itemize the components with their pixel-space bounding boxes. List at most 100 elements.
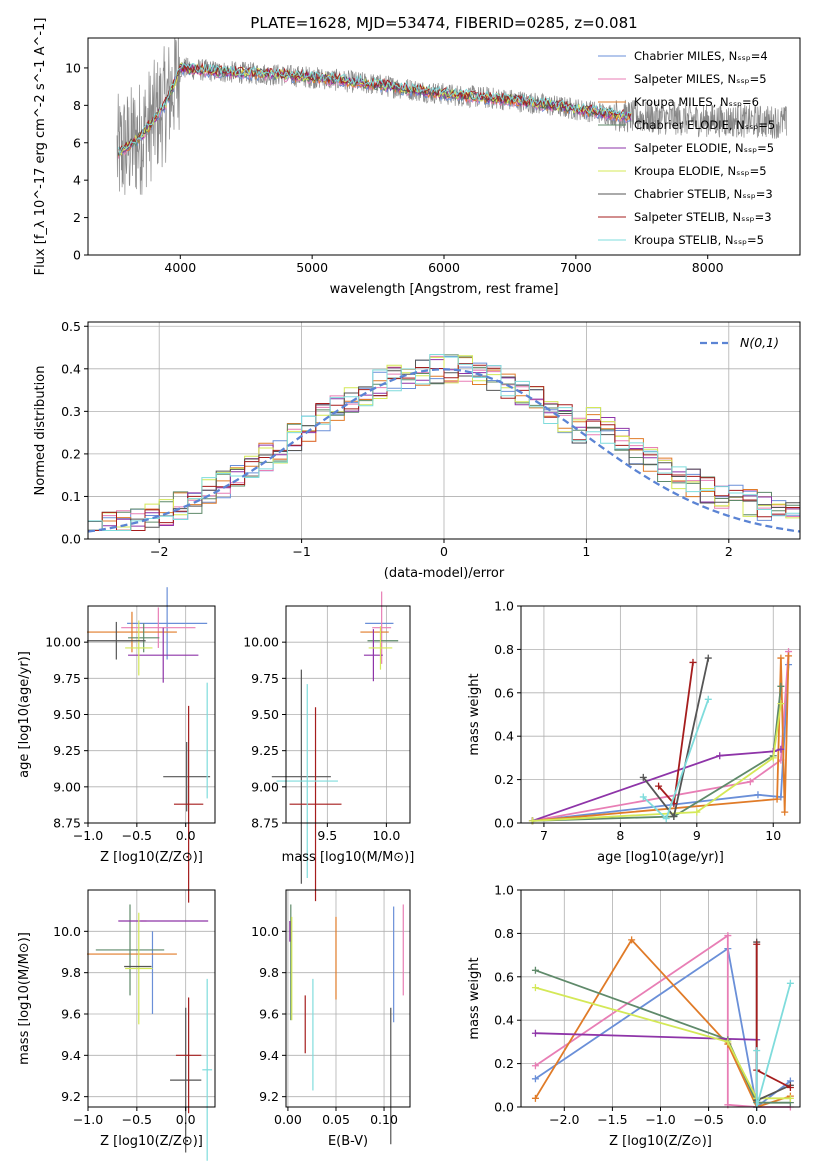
x-tick-label: 9 <box>693 828 701 843</box>
x-tick-label: 0.10 <box>370 1112 398 1127</box>
x-axis-label: E(B-V) <box>328 1134 368 1149</box>
x-tick-label: −1.0 <box>645 1112 675 1127</box>
x-tick-label: −2.0 <box>549 1112 579 1127</box>
x-tick-label: 0 <box>440 544 448 559</box>
y-tick-label: 9.2 <box>259 1089 279 1104</box>
x-tick-label: −0.5 <box>122 828 152 843</box>
x-tick-label: 8 <box>616 828 624 843</box>
y-tick-label: 0.3 <box>61 404 81 419</box>
weight-marker <box>781 808 789 816</box>
weight-line <box>532 651 790 822</box>
x-tick-label: −1.0 <box>73 828 103 843</box>
weight-marker <box>777 654 785 662</box>
gaussian-curve <box>87 368 801 533</box>
weight-marker <box>693 808 701 816</box>
weight-marker <box>531 1094 539 1102</box>
y-tick-label: 0.4 <box>494 729 514 744</box>
y-tick-label: 0.4 <box>494 1013 514 1028</box>
legend-entry: Salpeter STELIB, Nₛₛₚ=3 <box>634 210 772 224</box>
weight_vs_Z-frame: −2.0 −1.5 −1.0 −0.5 0.0 0.0 0.2 0.4 0.6 0.8 1.0 Z [… <box>467 883 801 1149</box>
y-tick-label: 0.6 <box>494 685 514 700</box>
y-tick-label: 9.00 <box>251 779 279 794</box>
x-tick-label: 7 <box>540 828 548 843</box>
x-tick-label: 0.0 <box>176 828 196 843</box>
weight-marker <box>777 682 785 690</box>
weight-marker <box>786 979 794 987</box>
y-tick-label: 9.4 <box>259 1048 279 1063</box>
x-tick-label: 10.0 <box>372 828 400 843</box>
y-tick-label: 9.50 <box>251 707 279 722</box>
model-spectrum-line <box>117 63 632 155</box>
age_vs_Z-frame: −1.0 −0.5 0.0 8.75 9.00 9.25 9.50 9.75 10.00 Z [l… <box>17 605 216 865</box>
weight-marker <box>746 778 754 786</box>
y-tick-label: 6 <box>73 135 81 150</box>
weight-marker <box>655 782 663 790</box>
weight-line <box>532 703 782 822</box>
x-axis-label: mass [log10(M/M⊙)] <box>282 850 415 865</box>
weight-marker <box>724 1038 732 1046</box>
x-tick-label: 4000 <box>164 260 196 275</box>
y-tick-label: 9.6 <box>259 1007 279 1022</box>
y-tick-label: 10 <box>65 60 81 75</box>
weight-marker <box>753 1047 761 1055</box>
y-tick-label: 2 <box>73 210 81 225</box>
weight-marker <box>753 940 761 948</box>
axes-frame <box>520 605 801 824</box>
legend-entry: Kroupa MILES, Nₛₛₚ=6 <box>634 95 759 109</box>
y-tick-label: 9.00 <box>53 779 81 794</box>
y-tick-label: 9.4 <box>61 1048 81 1063</box>
y-tick-label: 9.50 <box>53 707 81 722</box>
weight-marker <box>531 966 539 974</box>
y-tick-label: 9.25 <box>251 743 279 758</box>
y-tick-label: 8 <box>73 98 81 113</box>
weight-marker <box>689 658 697 666</box>
x-tick-label: −0.5 <box>693 1112 723 1127</box>
mass_vs_EBV-axes <box>286 890 410 1107</box>
histogram-line <box>88 354 800 531</box>
x-tick-label: −1.5 <box>597 1112 627 1127</box>
weight-marker <box>704 654 712 662</box>
y-tick-label: 0.5 <box>61 319 81 334</box>
mass_vs_EBV-frame: 0.00 0.05 0.10 9.2 9.4 9.6 9.8 10.0 E(B-V) <box>251 889 411 1149</box>
weight-marker <box>716 752 724 760</box>
age_vs_Z-points <box>87 587 211 903</box>
y-axis-label: Normed distribution <box>33 366 48 496</box>
y-axis-label: mass weight <box>467 673 482 755</box>
weight-line <box>532 686 782 822</box>
weight-marker <box>531 1075 539 1083</box>
y-tick-label: 9.8 <box>259 965 279 980</box>
weight-marker <box>531 1029 539 1037</box>
x-axis-label: Z [log10(Z/Z⊙)] <box>100 850 203 865</box>
x-tick-label: 2 <box>725 544 733 559</box>
x-tick-label: 8000 <box>692 260 724 275</box>
legend-entry: Kroupa STELIB, Nₛₛₚ=5 <box>634 233 764 247</box>
y-axis-label: Flux [f_λ 10^-17 erg cm^-2 s^-1 A^-1] <box>33 18 48 276</box>
x-tick-label: −2 <box>150 544 168 559</box>
age_vs_mass-frame: 9.5 10.0 8.75 9.00 9.25 9.50 9.75 10.00 mass [lo… <box>243 605 415 865</box>
weight-marker <box>785 652 793 660</box>
x-tick-label: 9.5 <box>317 828 337 843</box>
weight-line <box>532 664 790 822</box>
y-tick-label: 0.8 <box>494 926 514 941</box>
legend-entry: Kroupa ELODIE, Nₛₛₚ=5 <box>634 164 767 178</box>
axes-frame <box>285 889 411 1108</box>
y-tick-label: 0.1 <box>61 489 81 504</box>
x-tick-label: 10 <box>765 828 781 843</box>
legend-entry: Chabrier ELODIE, Nₛₛₚ=5 <box>634 118 775 132</box>
legend-entry: Salpeter MILES, Nₛₛₚ=5 <box>634 72 767 86</box>
weight-marker <box>786 1094 794 1102</box>
x-axis-label: Z [log10(Z/Z⊙)] <box>609 1134 712 1149</box>
legend-entry: Salpeter ELODIE, Nₛₛₚ=5 <box>634 141 774 155</box>
y-tick-label: 8.75 <box>53 816 81 831</box>
y-tick-label: 10.0 <box>251 924 279 939</box>
weight-marker <box>531 1062 539 1070</box>
weight-marker <box>769 754 777 762</box>
weight-marker <box>777 700 785 708</box>
x-tick-label: −0.5 <box>122 1112 152 1127</box>
legend-entry: N(0,1) <box>740 335 779 350</box>
y-axis-label: mass weight <box>467 957 482 1039</box>
x-axis-label: age [log10(age/yr)] <box>597 850 724 865</box>
residuals-frame: −2 −1 0 1 2 0.0 0.1 0.2 0.3 0.4 0.5 (data-model)/er… <box>33 319 801 581</box>
